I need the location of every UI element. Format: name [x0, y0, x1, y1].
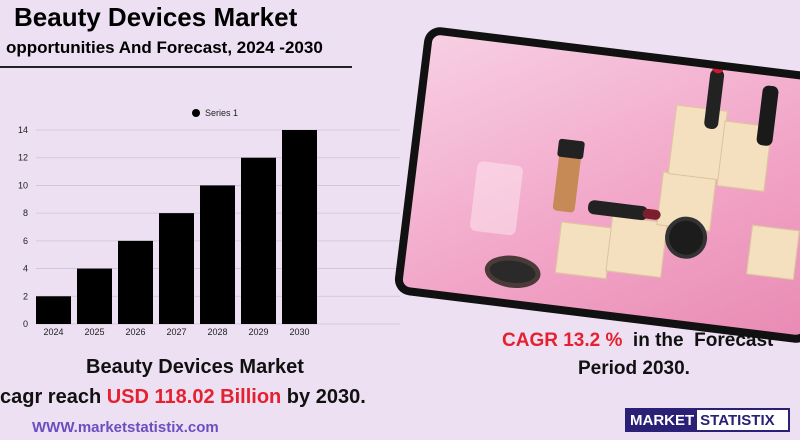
bar: [200, 185, 235, 324]
logo-part-market: MARKET: [630, 411, 695, 429]
legend-label: Series 1: [205, 108, 238, 118]
bar: [36, 296, 71, 324]
bar: [282, 130, 317, 324]
x-tick-label: 2030: [289, 327, 309, 337]
title-divider: [0, 66, 352, 68]
x-tick-label: 2027: [166, 327, 186, 337]
x-tick-label: 2029: [248, 327, 268, 337]
summary-suffix: by 2030.: [281, 386, 366, 408]
cagr-period: Period 2030.: [578, 358, 690, 379]
bar: [77, 268, 112, 324]
legend-marker: [192, 109, 200, 117]
logo-part-statistix: STATISTIX: [697, 410, 788, 430]
cagr-text: in the Forecast: [622, 330, 774, 351]
cagr-value: CAGR 13.2 %: [502, 330, 623, 351]
cagr-statement: CAGR 13.2 % in the Forecast: [502, 330, 773, 352]
x-tick-label: 2024: [43, 327, 63, 337]
brand-logo: MARKET STATISTIX: [625, 408, 790, 432]
y-tick-label: 6: [23, 236, 28, 246]
summary-prefix: cagr reach: [0, 386, 107, 408]
y-tick-label: 14: [18, 125, 28, 135]
page-subtitle: opportunities And Forecast, 2024 -2030: [6, 38, 323, 57]
y-tick-label: 10: [18, 180, 28, 190]
x-tick-label: 2026: [125, 327, 145, 337]
bar: [159, 213, 194, 324]
cosmetics-image: [402, 34, 800, 336]
bar: [241, 157, 276, 324]
page-title: Beauty Devices Market: [14, 2, 298, 32]
bar-chart: 0 2 4 6 8 10 12 14 2024 2025 2026 2027 2028 2029 2030 S…: [18, 108, 400, 337]
y-tick-label: 12: [18, 153, 28, 163]
market-value: USD 118.02 Billion: [106, 386, 282, 408]
x-tick-label: 2028: [207, 327, 227, 337]
website-link[interactable]: WWW.marketstatistix.com: [32, 419, 219, 436]
y-tick-label: 2: [23, 291, 28, 301]
y-tick-label: 4: [23, 264, 28, 274]
bar: [118, 240, 153, 324]
x-tick-label: 2025: [84, 327, 104, 337]
summary-statement: cagr reach USD 118.02 Billion by 2030.: [0, 386, 366, 409]
y-tick-label: 8: [23, 208, 28, 218]
product-photo: [393, 25, 800, 345]
summary-heading: Beauty Devices Market: [86, 356, 304, 378]
y-tick-label: 0: [23, 319, 28, 329]
